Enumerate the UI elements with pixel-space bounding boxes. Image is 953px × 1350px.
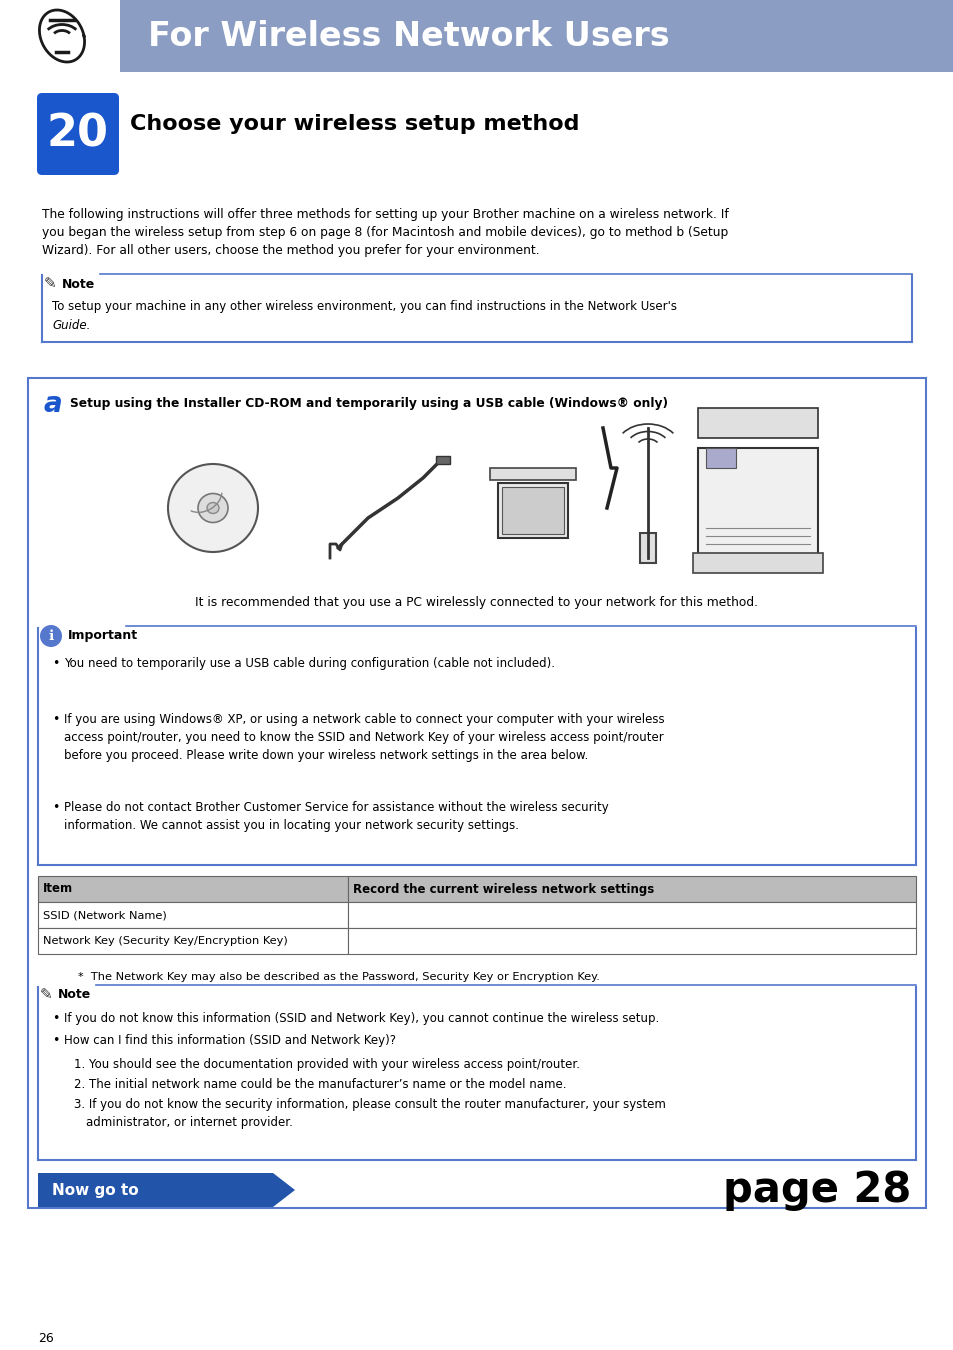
Text: 20: 20 [47,112,109,155]
Text: 26: 26 [38,1331,53,1345]
Text: ℹ: ℹ [49,629,53,643]
FancyBboxPatch shape [37,93,119,176]
Ellipse shape [198,494,228,522]
Bar [436,456,450,464]
Text: Choose your wireless setup method: Choose your wireless setup method [130,113,578,134]
Bar [38,927,348,954]
Text: •: • [52,801,59,814]
Bar [38,876,348,902]
Bar [497,483,567,539]
Text: Important: Important [68,629,138,643]
Bar [705,448,735,468]
Text: •: • [52,713,59,726]
Text: If you are using Windows® XP, or using a network cable to connect your computer : If you are using Windows® XP, or using a… [64,713,664,726]
Bar [348,902,915,927]
Text: Now go to: Now go to [52,1183,138,1197]
Bar [38,902,348,927]
Text: •: • [52,657,59,670]
Text: ✎: ✎ [44,277,56,292]
Text: Wizard). For all other users, choose the method you prefer for your environment.: Wizard). For all other users, choose the… [42,244,539,256]
Text: Setup using the Installer CD-ROM and temporarily using a USB cable (Windows® onl: Setup using the Installer CD-ROM and tem… [70,397,667,410]
Text: To setup your machine in any other wireless environment, you can find instructio: To setup your machine in any other wirel… [52,300,677,313]
Bar [348,876,915,902]
Text: 3. If you do not know the security information, please consult the router manufa: 3. If you do not know the security infor… [74,1098,665,1111]
Text: Item: Item [43,883,73,895]
Text: page 28: page 28 [721,1169,910,1211]
Bar [639,533,656,563]
Text: •: • [52,1012,59,1025]
Text: Guide.: Guide. [52,319,91,332]
Text: For Wireless Network Users: For Wireless Network Users [148,19,669,53]
Text: access point/router, you need to know the SSID and Network Key of your wireless : access point/router, you need to know th… [64,730,663,744]
Text: 2. The initial network name could be the manufacturer’s name or the model name.: 2. The initial network name could be the… [74,1079,566,1091]
Text: Network Key (Security Key/Encryption Key): Network Key (Security Key/Encryption Key… [43,936,288,946]
Bar [28,378,925,1208]
Bar [692,554,822,572]
Text: How can I find this information (SSID and Network Key)?: How can I find this information (SSID an… [64,1034,395,1048]
Text: SSID (Network Name): SSID (Network Name) [43,910,167,919]
Text: you began the wireless setup from step 6 on page 8 (for Macintosh and mobile dev: you began the wireless setup from step 6… [42,225,727,239]
Text: You need to temporarily use a USB cable during configuration (cable not included: You need to temporarily use a USB cable … [64,657,555,670]
Bar [120,0,953,72]
Text: It is recommended that you use a PC wirelessly connected to your network for thi: It is recommended that you use a PC wire… [195,595,758,609]
Text: ✎: ✎ [40,987,52,1003]
Text: *  The Network Key may also be described as the Password, Security Key or Encryp: * The Network Key may also be described … [78,972,599,981]
Bar [698,408,817,437]
Text: Record the current wireless network settings: Record the current wireless network sett… [353,883,654,895]
Text: If you do not know this information (SSID and Network Key), you cannot continue : If you do not know this information (SSI… [64,1012,659,1025]
Circle shape [40,625,62,647]
Ellipse shape [207,502,219,513]
Text: Note: Note [58,988,91,1002]
Text: Note: Note [62,278,95,290]
Text: information. We cannot assist you in locating your network security settings.: information. We cannot assist you in loc… [64,819,518,832]
Text: Please do not contact Brother Customer Service for assistance without the wirele: Please do not contact Brother Customer S… [64,801,608,814]
Bar [698,448,817,558]
Bar [348,927,915,954]
Text: •: • [52,1034,59,1048]
Ellipse shape [168,464,257,552]
Text: before you proceed. Please write down your wireless network settings in the area: before you proceed. Please write down yo… [64,749,588,761]
Text: a: a [44,390,63,418]
Text: The following instructions will offer three methods for setting up your Brother : The following instructions will offer th… [42,208,728,221]
Bar [490,468,576,481]
Polygon shape [38,1173,294,1207]
Bar [501,487,563,535]
Text: 1. You should see the documentation provided with your wireless access point/rou: 1. You should see the documentation prov… [74,1058,579,1071]
Text: administrator, or internet provider.: administrator, or internet provider. [86,1116,293,1129]
